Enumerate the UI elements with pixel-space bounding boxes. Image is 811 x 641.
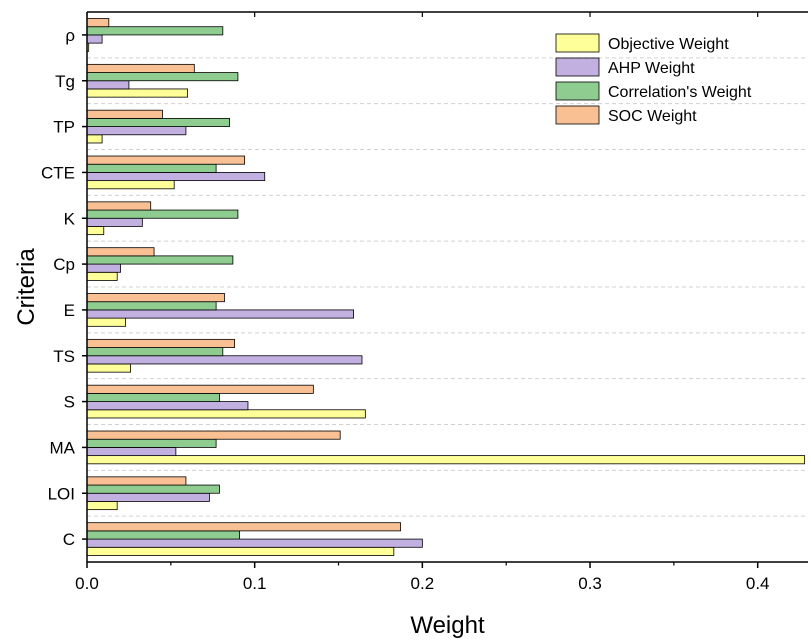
bar-TP-ahp-weight: [86, 126, 187, 136]
bar-LOI-soc-weight: [86, 476, 187, 486]
bar-TP-soc-weight: [86, 109, 163, 119]
y-tick-label: Cp: [53, 255, 75, 274]
bar-LOI-ahp-weight: [86, 492, 210, 502]
bar-C-soc-weight: [86, 522, 401, 532]
bar-E-soc-weight: [86, 293, 225, 303]
legend-swatch-correlation-s-weight: [555, 81, 600, 101]
bar-Tg-objective-weight: [86, 88, 189, 98]
y-tick-label: ρ: [65, 26, 75, 45]
bar-CTE-soc-weight: [86, 155, 246, 165]
bar-K-soc-weight: [86, 201, 152, 211]
y-tick-label: MA: [50, 438, 76, 457]
legend-label: Correlation's Weight: [608, 84, 752, 101]
bar-K-ahp-weight: [86, 217, 143, 227]
bar-Tg-ahp-weight: [86, 80, 130, 90]
x-tick-label: 0.3: [578, 574, 602, 593]
bar-MA-ahp-weight: [86, 447, 177, 457]
bar-LOI-objective-weight: [86, 501, 118, 511]
y-tick-label: K: [64, 209, 76, 228]
bar-C-ahp-weight: [86, 538, 423, 548]
bar-Cp-correlation-s-weight: [86, 255, 234, 265]
x-tick-label: 0.0: [75, 574, 99, 593]
x-tick-label: 0.2: [411, 574, 435, 593]
legend-label: Objective Weight: [608, 36, 729, 53]
bar-E-correlation-s-weight: [86, 301, 217, 311]
legend-swatch-soc-weight: [555, 105, 600, 125]
y-tick-label: Tg: [55, 72, 75, 91]
bar-CTE-correlation-s-weight: [86, 163, 217, 173]
y-tick-label: E: [64, 301, 75, 320]
bar-S-objective-weight: [86, 409, 366, 419]
grid-lines: [87, 57, 808, 517]
bar-K-correlation-s-weight: [86, 209, 239, 219]
bar-S-ahp-weight: [86, 401, 249, 411]
bar-Tg-correlation-s-weight: [86, 72, 239, 82]
bar-E-ahp-weight: [86, 309, 355, 319]
legend: Objective Weight AHP Weight Correlation's …: [555, 33, 752, 125]
tick-labels: 0.0 0.1 0.2 0.3 0.4 C LOI MA S TS E Cp K CTE TP Tg ρ: [41, 26, 770, 593]
bar-Cp-ahp-weight: [86, 263, 121, 273]
bar-ρ-ahp-weight: [86, 34, 103, 44]
bar-TP-correlation-s-weight: [86, 117, 230, 127]
bar-TS-objective-weight: [86, 363, 131, 373]
bar-C-objective-weight: [86, 546, 395, 556]
bar-TP-objective-weight: [86, 134, 103, 144]
bar-MA-correlation-s-weight: [86, 438, 217, 448]
bar-Cp-soc-weight: [86, 247, 155, 257]
y-axis-title: Criteria: [13, 248, 40, 326]
bar-CTE-objective-weight: [86, 180, 175, 190]
y-tick-label: TS: [53, 347, 75, 366]
bar-Cp-objective-weight: [86, 271, 118, 281]
x-tick-label: 0.4: [746, 574, 770, 593]
bar-MA-objective-weight: [86, 455, 806, 465]
bar-ρ-soc-weight: [86, 18, 110, 28]
legend-label: SOC Weight: [608, 108, 697, 125]
bar-MA-soc-weight: [86, 430, 341, 440]
bar-LOI-correlation-s-weight: [86, 484, 220, 494]
bar-E-objective-weight: [86, 317, 126, 327]
legend-label: AHP Weight: [608, 60, 695, 77]
y-tick-label: TP: [53, 118, 75, 137]
y-tick-label: LOI: [48, 484, 75, 503]
bar-K-objective-weight: [86, 226, 105, 236]
bar-C-correlation-s-weight: [86, 530, 240, 540]
bar-TS-soc-weight: [86, 338, 235, 348]
bar-CTE-ahp-weight: [86, 172, 266, 182]
bar-TS-ahp-weight: [86, 355, 363, 365]
bar-TS-correlation-s-weight: [86, 347, 224, 357]
y-tick-label: C: [63, 530, 75, 549]
bar-Tg-soc-weight: [86, 63, 195, 73]
x-tick-label: 0.1: [243, 574, 267, 593]
legend-swatch-ahp-weight: [555, 57, 600, 77]
x-axis-title: Weight: [410, 612, 485, 639]
y-tick-label: CTE: [41, 163, 75, 182]
bar-S-correlation-s-weight: [86, 392, 220, 402]
legend-swatch-objective-weight: [555, 33, 600, 53]
bar-S-soc-weight: [86, 384, 314, 394]
bar-ρ-correlation-s-weight: [86, 26, 224, 36]
axes: [82, 11, 808, 568]
y-tick-label: S: [64, 393, 75, 412]
